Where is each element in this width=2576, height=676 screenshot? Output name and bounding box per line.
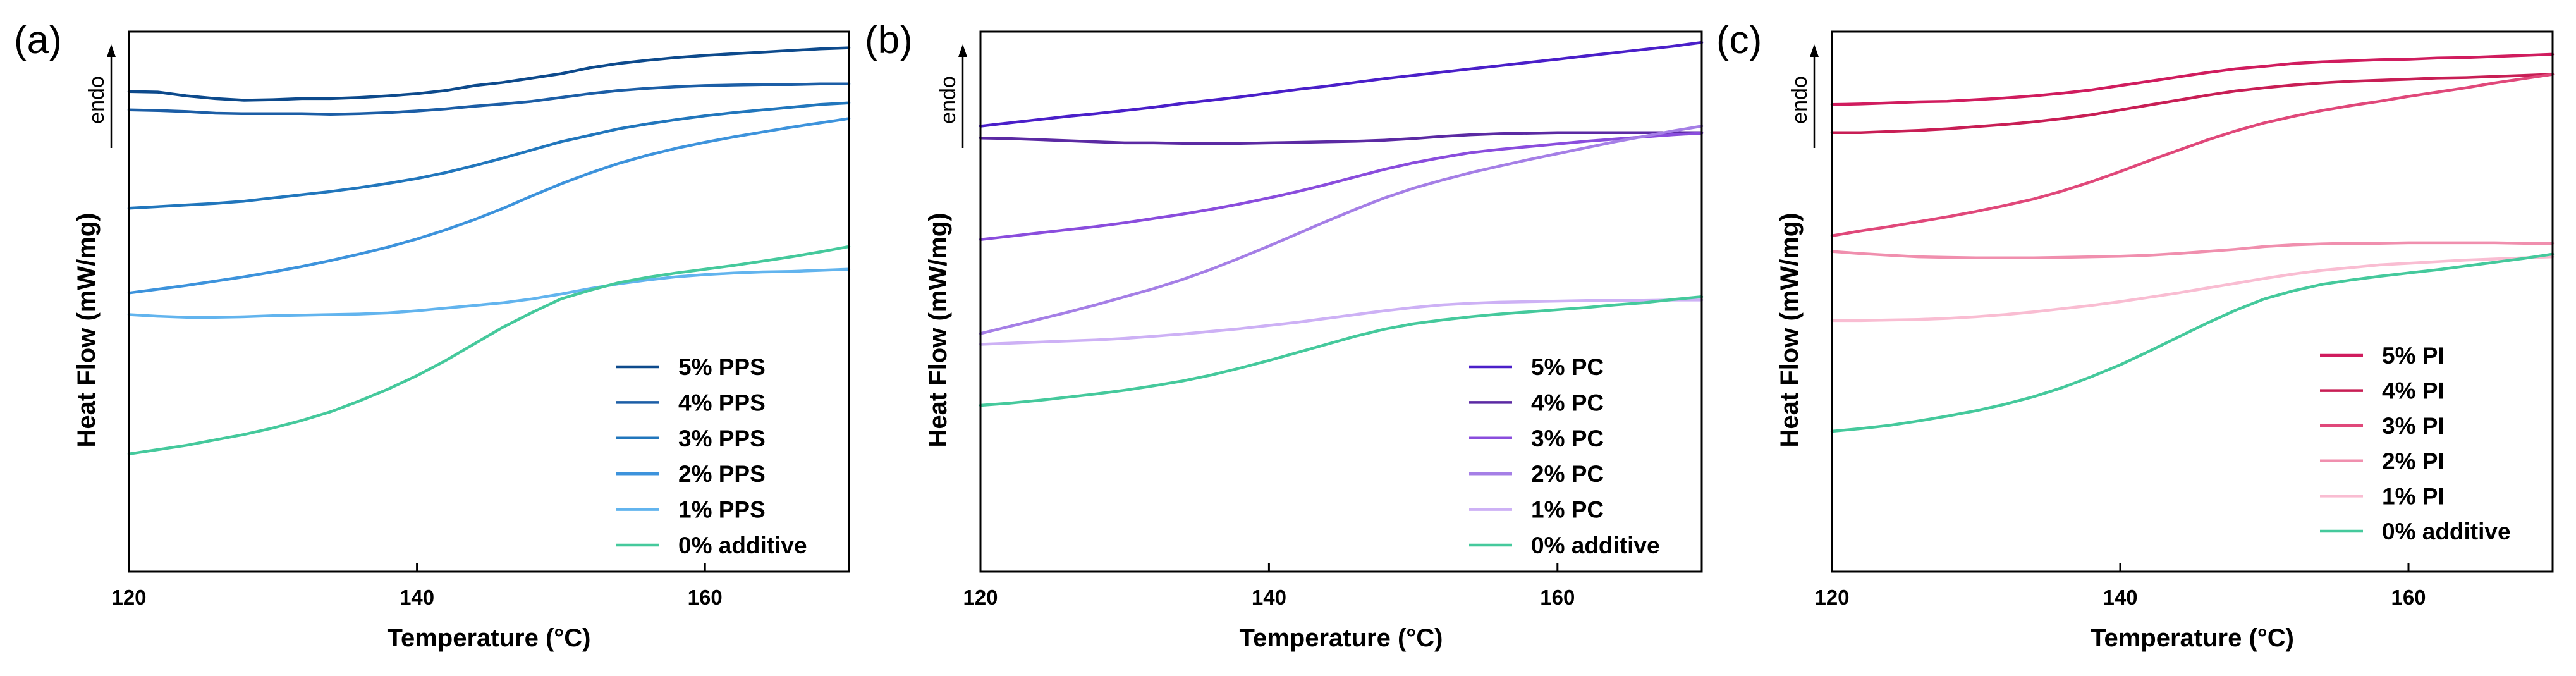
chart-c-y-axis-title: Heat Flow (mW/mg) [1776,212,1804,447]
chart-a-endo-arrow-head [107,44,116,57]
chart-c-legend-label-5pct-pi: 5% PI [2382,343,2445,369]
chart-c-endo-label: endo [1788,76,1812,124]
chart-c-legend-label-4pct-pi: 4% PI [2382,378,2445,404]
chart-a-panel-label: (a) [14,18,62,62]
chart-c-legend-label-3pct-pi: 3% PI [2382,413,2445,439]
chart-c-x-tick-label-160: 160 [2391,586,2426,609]
chart-b-legend-label-4pct-pc: 4% PC [1531,390,1604,415]
chart-b-y-axis-title: Heat Flow (mW/mg) [924,212,952,447]
chart-b-plot-frame [979,30,1703,573]
chart-c-panel-label: (c) [1716,18,1762,62]
chart-a-series-line-0pct-additive [127,245,851,456]
chart-a: endo 120 140 160 Temperature (°C) Heat Flow (… [14,18,851,652]
chart-b-endo-arrow-head [958,44,967,57]
chart-b-panel-label: (b) [865,18,913,62]
chart-b-x-tick-label-140: 140 [1252,586,1286,609]
chart-a-series-line-3pct-pps [127,101,851,210]
chart-c-series-line-3pct-pi [1830,73,2555,238]
chart-c-endo-arrow-head [1810,44,1819,57]
chart-c-x-axis-title: Temperature (°C) [2091,624,2294,652]
chart-a-x-tick-label-140: 140 [400,586,434,609]
chart-b-legend-label-5pct-pc: 5% PC [1531,354,1604,380]
chart-c: endo 120 140 160 Temperature (°C) Heat Flow (… [1716,18,2555,652]
chart-a-legend-label-1pct-pps: 1% PPS [678,497,766,523]
chart-a-legend-label-2pct-pps: 2% PPS [678,461,766,487]
chart-b-legend-label-0pct-additive: 0% additive [1531,532,1660,558]
chart-a-series-line-4pct-pps [127,82,851,116]
chart-a-x-tick-label-160: 160 [688,586,723,609]
chart-b-series-line-4pct-pc [979,131,1704,145]
chart-a-plot-frame [128,30,850,573]
chart-a-endo-label: endo [85,76,109,124]
chart-c-series-line-1pct-pi [1830,255,2555,323]
chart-c-series-line-5pct-pi [1830,52,2555,106]
chart-a-legend-label-3pct-pps: 3% PPS [678,426,766,452]
chart-b-x-tick-label-160: 160 [1540,586,1575,609]
chart-b-series-line-5pct-pc [979,40,1704,128]
chart-b-x-tick-label-120: 120 [963,586,998,609]
chart-c-x-tick-label-140: 140 [2103,586,2137,609]
chart-c-series-line-0pct-additive [1830,252,2555,433]
chart-b-series-line-0pct-additive [979,295,1704,407]
chart-a-series-line-2pct-pps [127,117,851,295]
chart-a-x-tick-label-120: 120 [111,586,146,609]
chart-c-legend-label-0pct-additive: 0% additive [2382,519,2511,544]
chart-a-y-axis-title: Heat Flow (mW/mg) [73,212,101,447]
chart-a-series-line-1pct-pps [127,267,851,319]
chart-a-x-axis-title: Temperature (°C) [388,624,591,652]
chart-c-plot-frame [1831,30,2554,573]
chart-a-legend-label-5pct-pps: 5% PPS [678,354,766,380]
chart-b-series-line-1pct-pc [979,298,1704,346]
chart-b-series-line-3pct-pc [979,132,1704,242]
chart-c-series-line-2pct-pi [1830,241,2555,260]
chart-b-endo-label: endo [936,76,960,124]
chart-c-legend-label-1pct-pi: 1% PI [2382,483,2445,509]
chart-b-legend-label-1pct-pc: 1% PC [1531,497,1604,523]
chart-b-x-axis-title: Temperature (°C) [1240,624,1443,652]
chart-b: endo 120 140 160 Temperature (°C) Heat Flow (… [865,18,1704,652]
chart-a-legend-label-0pct-additive: 0% additive [678,532,807,558]
chart-a-series-line-5pct-pps [127,46,851,102]
chart-c-legend-label-2pct-pi: 2% PI [2382,448,2445,474]
chart-c-x-tick-label-120: 120 [1814,586,1849,609]
chart-a-legend-label-4pct-pps: 4% PPS [678,390,766,415]
chart-b-legend-label-3pct-pc: 3% PC [1531,426,1604,452]
chart-b-legend-label-2pct-pc: 2% PC [1531,461,1604,487]
chart-c-series-line-4pct-pi [1830,73,2555,134]
chart-b-series-line-2pct-pc [979,125,1704,335]
